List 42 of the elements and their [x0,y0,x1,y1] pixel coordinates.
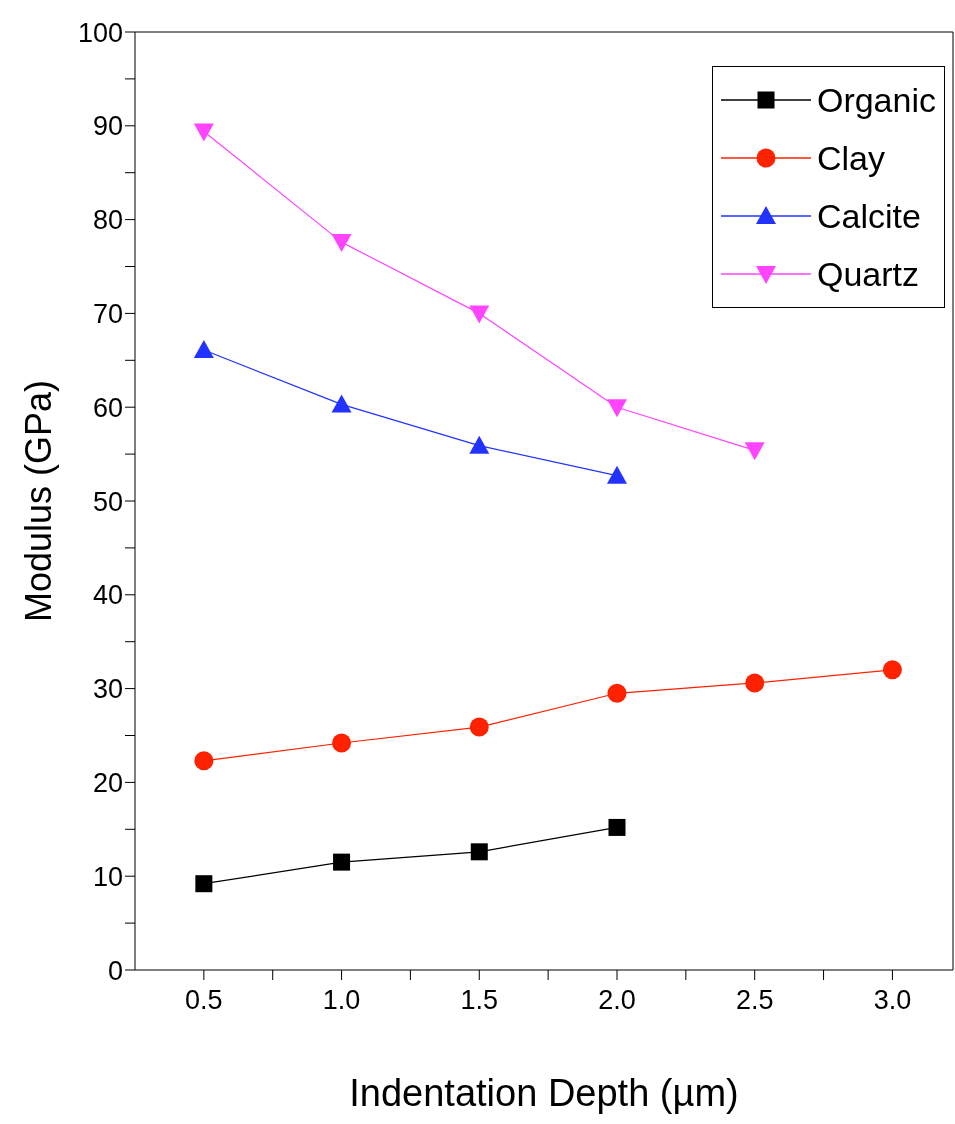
y-tick-label: 20 [92,767,123,798]
point [331,234,352,253]
legend-label: Clay [816,138,885,178]
x-tick-label: 1.0 [322,985,361,1016]
legend-label: Calcite [816,196,921,236]
y-tick-label: 70 [92,298,123,329]
legend-label: Quartz [816,254,919,294]
point [469,435,490,454]
point [882,660,902,680]
x-tick-label: 0.5 [185,985,223,1016]
point [332,733,352,753]
y-tick-label: 0 [107,955,123,986]
y-tick-label: 50 [92,486,123,517]
point [193,339,214,358]
point [331,394,352,413]
x-tick-label: 3.0 [873,985,912,1016]
point [333,853,351,871]
point [607,683,627,703]
y-tick-label: 60 [92,392,123,423]
y-axis-title: Modulus (GPa) [17,379,59,623]
point [469,717,489,737]
x-axis-title: Indentation Depth (µm) [349,1072,739,1114]
x-tick-label: 2.0 [598,985,636,1016]
point [608,818,626,836]
x-tick-label: 1.5 [460,985,499,1016]
point [193,123,214,142]
point [606,399,627,418]
legend-label: Organic [816,80,936,120]
point [744,442,765,461]
y-tick-label: 10 [92,861,123,892]
y-tick-label: 100 [77,17,123,48]
y-tick-label: 90 [92,111,123,142]
point [469,305,490,324]
point [195,875,213,893]
point [470,843,488,861]
y-tick-label: 80 [92,205,123,236]
point [194,751,214,771]
y-tick-label: 30 [92,674,123,705]
y-tick-label: 40 [92,580,123,611]
point [606,465,627,484]
point [745,673,765,693]
x-tick-label: 2.5 [735,985,774,1016]
